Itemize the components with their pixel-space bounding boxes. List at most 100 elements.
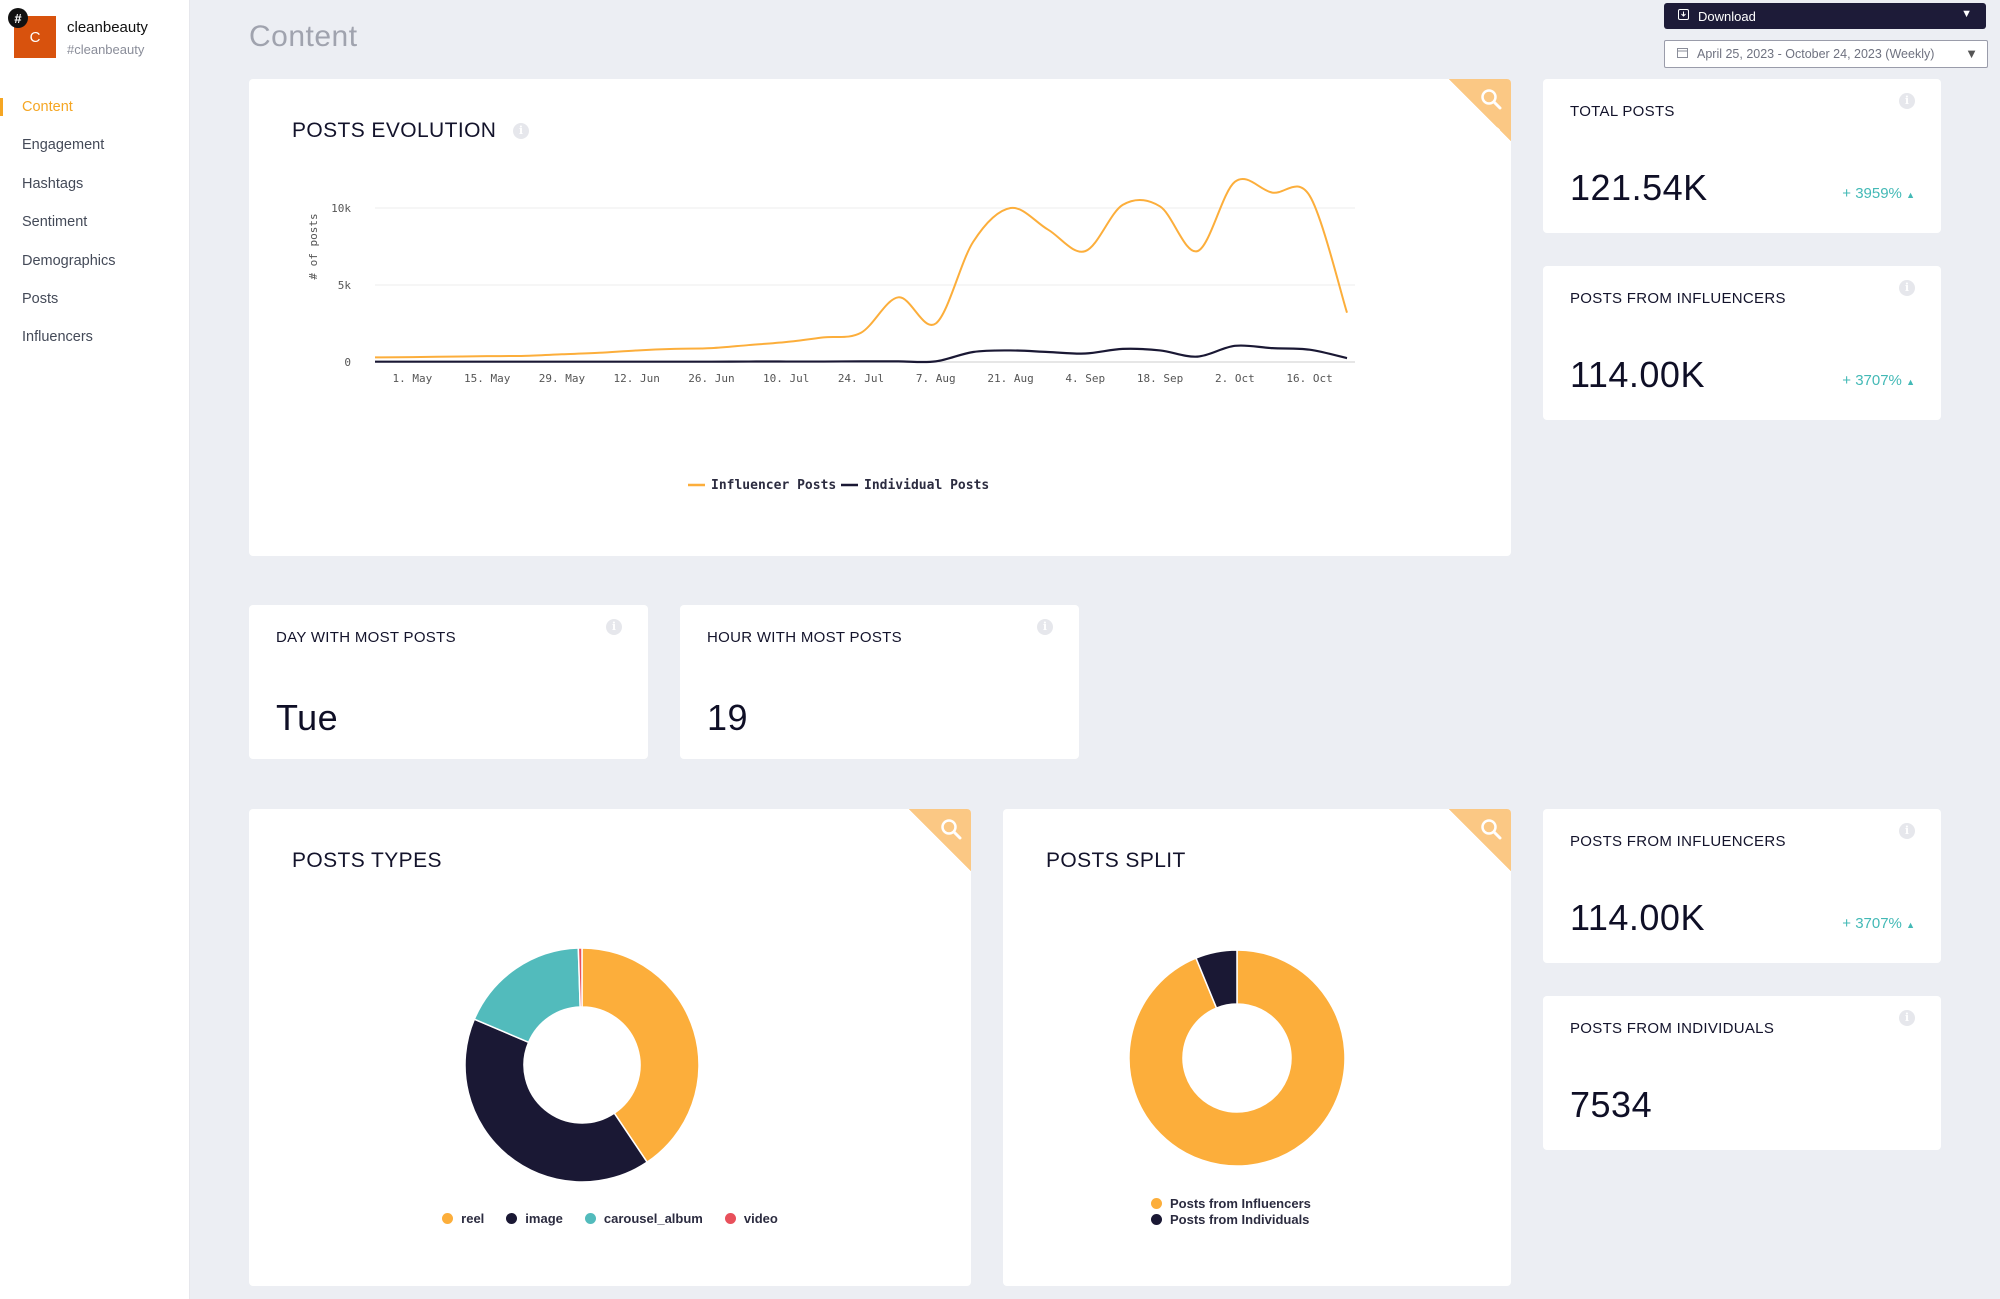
kpi-value: 121.54K <box>1570 167 1708 208</box>
legend-item[interactable]: carousel_album <box>584 1211 703 1226</box>
legend-item[interactable]: Posts from Individuals <box>1151 1211 1311 1227</box>
kpi-label: POSTS FROM INDIVIDUALS <box>1570 1020 1775 1037</box>
y-tick-label: 5k <box>338 279 352 292</box>
donut-slice-image <box>464 1018 649 1183</box>
search-icon <box>941 819 962 840</box>
x-tick-label: 4. Sep <box>1065 372 1105 385</box>
influencer-posts-line <box>374 178 1348 359</box>
total-posts-card: TOTAL POSTS i 121.54K + 3959% ▲ <box>1543 79 1941 233</box>
y-axis-label: # of posts <box>307 213 320 279</box>
chevron-down-icon: ▼ <box>1965 46 1978 61</box>
kpi-delta: + 3707% ▲ <box>1842 915 1915 932</box>
kpi-value: Tue <box>276 697 339 738</box>
sidebar-item-hashtags[interactable]: Hashtags <box>22 175 84 192</box>
legend-dot <box>442 1213 454 1224</box>
info-icon[interactable]: i <box>1037 619 1053 635</box>
info-icon[interactable]: i <box>1899 823 1915 839</box>
x-tick-label: 7. Aug <box>916 372 956 385</box>
legend-dot <box>584 1213 596 1224</box>
y-tick-label: 10k <box>331 202 351 215</box>
info-icon[interactable]: i <box>1899 1010 1915 1026</box>
zoom-corner[interactable] <box>1449 79 1511 141</box>
chevron-down-icon: ▼ <box>1961 8 1972 20</box>
legend-item[interactable]: Posts from Influencers <box>1151 1195 1311 1211</box>
calendar-icon <box>1677 47 1688 61</box>
x-tick-label: 15. May <box>464 372 511 385</box>
donut-slice-posts-from-individuals <box>1195 949 1238 1010</box>
kpi-label: POSTS FROM INFLUENCERS <box>1570 290 1786 307</box>
legend-label: carousel_album <box>603 1211 703 1226</box>
legend-dot <box>1151 1213 1162 1225</box>
donut-slice-reel <box>581 947 700 1164</box>
kpi-label: HOUR WITH MOST POSTS <box>707 629 902 646</box>
kpi-label: POSTS FROM INFLUENCERS <box>1570 833 1786 850</box>
posts-types-legend: reel image carousel_album video <box>249 1211 971 1226</box>
legend-label: Posts from Influencers <box>1170 1195 1311 1211</box>
donut-slice-video <box>577 947 583 1008</box>
posts-types-title: POSTS TYPES <box>292 849 442 872</box>
info-icon[interactable]: i <box>1899 280 1915 296</box>
day-most-posts-card: DAY WITH MOST POSTS i Tue <box>249 605 648 759</box>
x-tick-label: 1. May <box>393 372 433 385</box>
kpi-value: 114.00K <box>1570 897 1705 938</box>
kpi-value: 7534 <box>1570 1084 1653 1125</box>
page-title: Content <box>249 20 358 53</box>
x-tick-label: 18. Sep <box>1137 372 1183 385</box>
x-tick-label: 21. Aug <box>987 372 1033 385</box>
info-icon[interactable]: i <box>513 123 529 139</box>
influencer-posts-card-2: POSTS FROM INFLUENCERS i 114.00K + 3707%… <box>1543 809 1941 963</box>
date-range-value: April 25, 2023 - October 24, 2023 (Weekl… <box>1697 47 1935 61</box>
sidebar-item-engagement[interactable]: Engagement <box>22 137 105 154</box>
kpi-delta: + 3959% ▲ <box>1842 185 1915 202</box>
posts-split-title: POSTS SPLIT <box>1046 849 1186 872</box>
posts-types-card: POSTS TYPES reel image carousel_album video <box>249 809 971 1286</box>
legend-dot <box>724 1213 736 1224</box>
legend-dot <box>506 1213 518 1224</box>
hour-most-posts-card: HOUR WITH MOST POSTS i 19 <box>680 605 1079 759</box>
x-tick-label: 29. May <box>539 372 586 385</box>
sidebar-item-sentiment[interactable]: Sentiment <box>22 214 88 231</box>
individual-posts-line <box>375 344 1348 364</box>
x-tick-label: 2. Oct <box>1215 372 1255 385</box>
info-icon[interactable]: i <box>1899 93 1915 109</box>
legend-dot <box>1151 1197 1162 1209</box>
trend-up-icon: ▲ <box>1906 377 1915 387</box>
influencer-posts-card: POSTS FROM INFLUENCERS i 114.00K + 3707%… <box>1543 266 1941 420</box>
zoom-corner[interactable] <box>909 809 971 871</box>
kpi-value: 114.00K <box>1570 354 1705 395</box>
kpi-value: 19 <box>707 697 749 738</box>
trend-up-icon: ▲ <box>1906 190 1915 200</box>
x-tick-label: 26. Jun <box>688 372 734 385</box>
brand-name: cleanbeauty <box>67 19 148 36</box>
legend-label: Influencer Posts <box>711 478 836 493</box>
legend-item[interactable]: reel <box>442 1211 484 1226</box>
brand-handle: #cleanbeauty <box>67 42 145 57</box>
legend-item[interactable]: video <box>724 1211 778 1226</box>
hashtag-icon: # <box>8 8 28 28</box>
sidebar-item-influencers[interactable]: Influencers <box>22 329 93 346</box>
posts-split-legend: Posts from Influencers Posts from Individ… <box>1151 1195 1311 1227</box>
x-tick-label: 24. Jul <box>838 372 884 385</box>
zoom-corner[interactable] <box>1449 809 1511 871</box>
search-icon <box>1481 89 1502 110</box>
info-icon[interactable]: i <box>606 619 622 635</box>
x-tick-label: 10. Jul <box>763 372 809 385</box>
posts-types-donut <box>464 947 700 1183</box>
posts-split-donut <box>1128 949 1346 1167</box>
brand-block[interactable]: C # cleanbeauty #cleanbeauty <box>8 8 184 64</box>
sidebar-item-demographics[interactable]: Demographics <box>22 252 116 269</box>
x-tick-label: 12. Jun <box>614 372 660 385</box>
donut-slice-posts-from-influencers <box>1128 949 1346 1167</box>
date-range-select[interactable]: April 25, 2023 - October 24, 2023 (Weekl… <box>1664 40 1988 68</box>
sidebar: C # cleanbeauty #cleanbeauty Content Eng… <box>0 0 190 1299</box>
kpi-label: DAY WITH MOST POSTS <box>276 629 456 646</box>
legend-label: image <box>525 1211 563 1226</box>
y-tick-label: 0 <box>344 356 351 369</box>
individual-posts-card: POSTS FROM INDIVIDUALS i 7534 <box>1543 996 1941 1150</box>
sidebar-item-content[interactable]: Content <box>0 88 190 126</box>
legend-item[interactable]: image <box>506 1211 563 1226</box>
posts-evolution-card: POSTS EVOLUTION i 05k10k15k# of posts1. … <box>249 79 1511 556</box>
download-button[interactable]: Download ▼ <box>1664 3 1986 29</box>
sidebar-item-posts[interactable]: Posts <box>22 290 59 307</box>
